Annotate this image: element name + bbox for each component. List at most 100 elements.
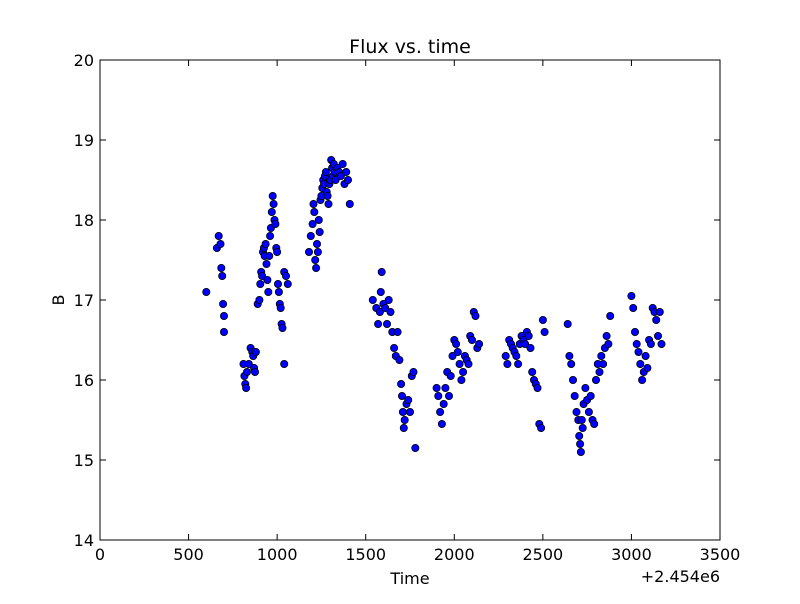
data-point <box>280 359 289 368</box>
data-point <box>214 231 223 240</box>
data-point <box>384 295 393 304</box>
data-point <box>267 207 276 216</box>
data-point <box>411 443 420 452</box>
data-point <box>323 191 332 200</box>
data-point <box>590 419 599 428</box>
data-point <box>321 167 330 176</box>
data-point <box>400 415 409 424</box>
data-point <box>657 339 666 348</box>
y-axis-label: B <box>49 295 68 306</box>
x-axis-label: Time <box>389 569 429 588</box>
y-tick-label: 15 <box>74 451 94 470</box>
data-point <box>444 391 453 400</box>
data-point <box>533 383 542 392</box>
data-point <box>278 323 287 332</box>
data-point <box>632 339 641 348</box>
data-point <box>437 419 446 428</box>
data-point <box>631 327 640 336</box>
data-point <box>586 391 595 400</box>
x-tick-label: 0 <box>95 545 105 564</box>
data-point <box>219 311 228 320</box>
y-tick-label: 18 <box>74 211 94 230</box>
data-point <box>446 371 455 380</box>
data-point <box>540 327 549 336</box>
data-point <box>343 175 352 184</box>
data-point <box>599 359 608 368</box>
y-tick-label: 17 <box>74 291 94 310</box>
data-point <box>569 375 578 384</box>
data-point <box>636 359 645 368</box>
data-point <box>503 359 512 368</box>
data-point <box>264 287 273 296</box>
data-point <box>216 239 225 248</box>
data-point <box>265 251 274 260</box>
data-point <box>581 383 590 392</box>
x-tick-label: 500 <box>173 545 204 564</box>
data-point <box>576 447 585 456</box>
data-point <box>638 375 647 384</box>
data-point <box>268 191 277 200</box>
data-point <box>439 399 448 408</box>
data-point <box>345 199 354 208</box>
x-tick-label: 3500 <box>700 545 741 564</box>
data-point <box>304 247 313 256</box>
data-point <box>310 207 319 216</box>
data-point <box>382 319 391 328</box>
data-point <box>244 359 253 368</box>
plot-area <box>100 60 720 540</box>
data-point <box>324 199 333 208</box>
data-point <box>565 351 574 360</box>
data-point <box>604 339 613 348</box>
data-point <box>641 351 650 360</box>
data-point <box>457 375 466 384</box>
data-point <box>308 219 317 228</box>
data-point <box>455 359 464 368</box>
data-point <box>432 383 441 392</box>
data-point <box>312 263 321 272</box>
data-point <box>467 335 476 344</box>
data-point <box>627 291 636 300</box>
data-point <box>269 199 278 208</box>
data-point <box>266 231 275 240</box>
x-tick-label: 2000 <box>434 545 475 564</box>
x-tick-label: 1000 <box>257 545 298 564</box>
data-point <box>397 391 406 400</box>
data-point <box>251 347 260 356</box>
data-point <box>652 315 661 324</box>
data-point <box>629 303 638 312</box>
data-point <box>312 239 321 248</box>
data-point <box>572 407 581 416</box>
data-point <box>563 319 572 328</box>
data-point <box>376 287 385 296</box>
data-point <box>606 311 615 320</box>
data-point <box>242 383 251 392</box>
data-point <box>395 355 404 364</box>
data-point <box>595 367 604 376</box>
data-point <box>464 359 473 368</box>
data-point <box>512 351 521 360</box>
y-tick-label: 20 <box>74 51 94 70</box>
data-point <box>283 279 292 288</box>
data-point <box>475 339 484 348</box>
data-point <box>643 363 652 372</box>
data-point <box>271 219 280 228</box>
data-point <box>654 331 663 340</box>
data-point <box>459 367 468 376</box>
data-point <box>262 259 271 268</box>
data-point <box>276 303 285 312</box>
data-point <box>436 407 445 416</box>
data-point <box>309 199 318 208</box>
y-tick-label: 19 <box>74 131 94 150</box>
data-point <box>501 351 510 360</box>
data-point <box>219 299 228 308</box>
data-point <box>218 271 227 280</box>
data-point <box>634 347 643 356</box>
data-point <box>274 287 283 296</box>
x-tick-label: 1500 <box>345 545 386 564</box>
y-tick-label: 16 <box>74 371 94 390</box>
data-point <box>217 263 226 272</box>
axis-ticks: 0 500 1000 1500 2000 2500 3000 3500 14 15 16 17 18 19… <box>74 51 741 564</box>
data-point <box>273 247 282 256</box>
data-point <box>313 247 322 256</box>
data-point <box>537 423 546 432</box>
